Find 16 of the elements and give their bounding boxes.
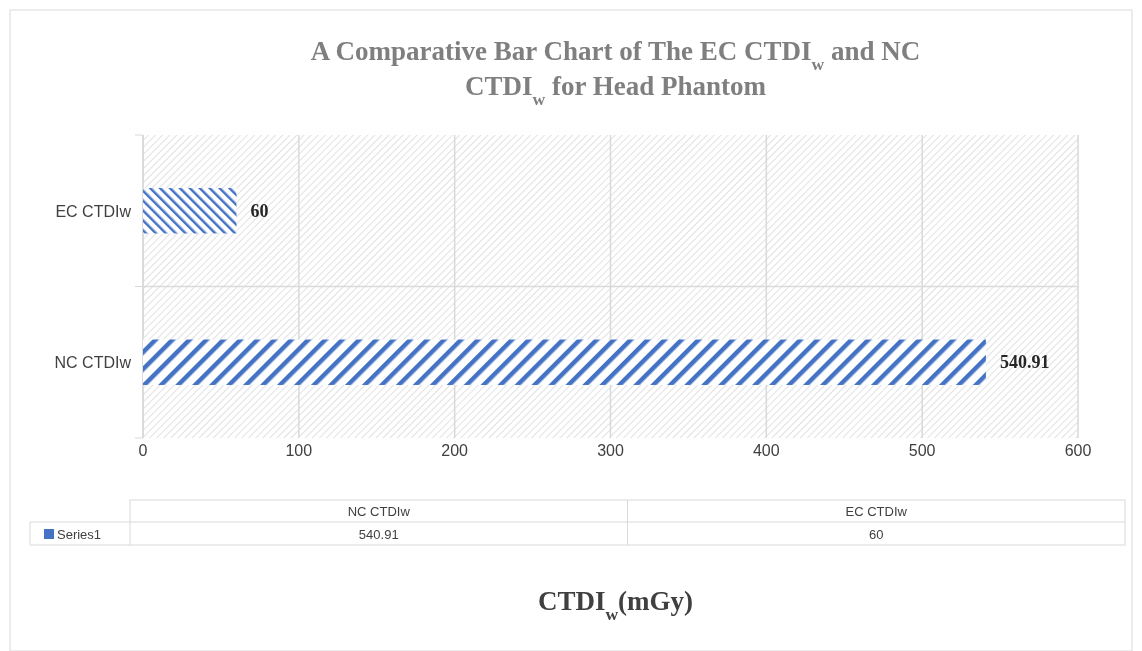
x-tick-label: 300 (597, 442, 624, 459)
x-tick-label: 200 (441, 442, 469, 459)
chart-title: A Comparative Bar Chart of The EC CTDI$_{w}$ and NC CTDI$_{w}$ for Head Phantom (310, 36, 921, 109)
category-label: EC CTDIw (845, 504, 907, 519)
x-tick-label: 100 (285, 442, 313, 459)
x-tick-label: 400 (752, 442, 780, 459)
data-label: 540.91 (999, 352, 1050, 373)
data-label: 60 (250, 200, 269, 221)
text: 540.91 (358, 527, 399, 542)
x-tick-label: 600 (1064, 442, 1092, 459)
category-label: NC CTDIw (347, 504, 410, 519)
text: Series1 (57, 527, 102, 542)
x-tick-label: 0 (138, 442, 148, 459)
x-tick-label: 500 (908, 442, 936, 459)
text: 60 (869, 527, 884, 542)
x-axis-title: CTDI$_{w}$(mGy) (537, 586, 694, 624)
